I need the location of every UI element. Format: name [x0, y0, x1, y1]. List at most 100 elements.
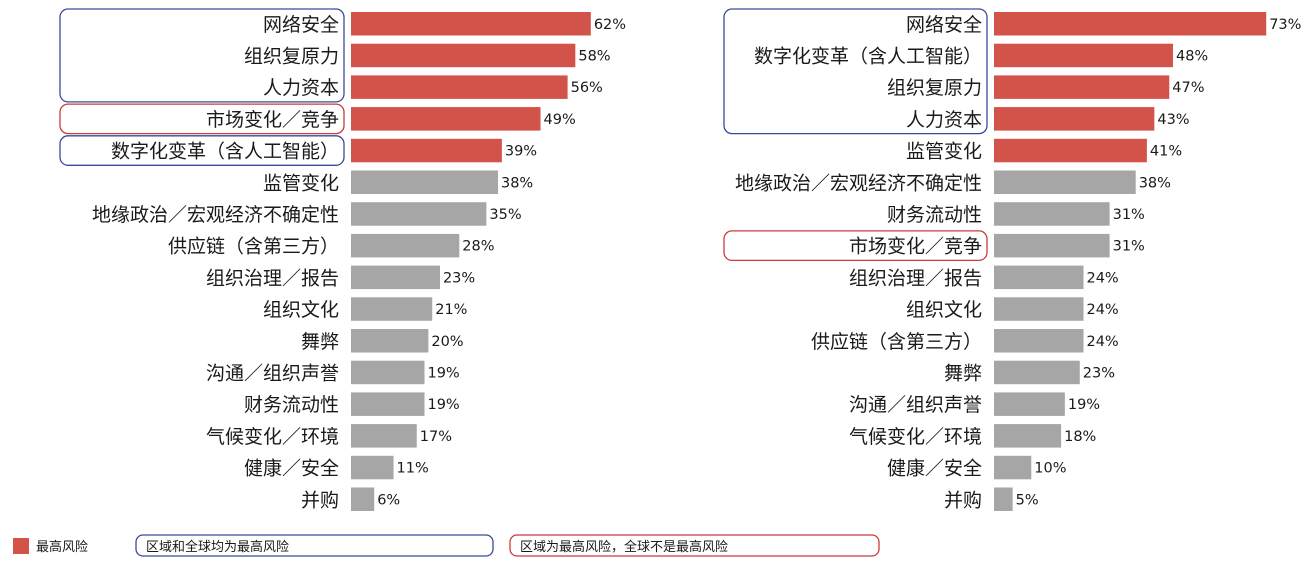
right-value-label: 47% [1172, 80, 1204, 96]
right-value-label: 24% [1086, 302, 1118, 318]
right-category-label: 市场变化／竞争 [849, 236, 982, 258]
left-category-label: 财务流动性 [244, 394, 339, 416]
right-category-label: 供应链（含第三方） [811, 331, 982, 353]
left-bar-panel: 网络安全 62% 组织复原力 58% 人力资本 56% 市场变化／竞争 49% 数字化变革（含人… [59, 8, 626, 511]
right-bar [994, 12, 1267, 36]
right-bar [994, 75, 1170, 99]
left-bar [351, 265, 440, 290]
left-value-label: 20% [431, 334, 463, 350]
right-bar [994, 265, 1084, 290]
legend-both-top-label: 区域和全球均为最高风险 [146, 539, 289, 555]
right-category-label: 组织复原力 [887, 77, 982, 99]
left-bar [351, 233, 460, 258]
right-category-label: 地缘政治／宏观经济不确定性 [735, 172, 982, 194]
right-bar [994, 455, 1032, 480]
right-category-label: 舞弊 [944, 362, 982, 384]
left-group-box-blue [59, 8, 345, 103]
right-bar-panel: 网络安全 73% 数字化变革（含人工智能） 48% 组织复原力 47% 人力资本 43% 监管变… [723, 8, 1301, 511]
left-category-label: 气候变化／环境 [206, 426, 339, 448]
right-value-label: 5% [1016, 492, 1039, 508]
left-value-label: 19% [427, 365, 459, 381]
right-category-label: 监管变化 [906, 141, 982, 163]
left-bar [351, 107, 541, 131]
legend-region-only-box [509, 534, 880, 557]
right-value-label: 31% [1113, 239, 1145, 255]
legend: 最高风险 区域和全球均为最高风险 区域为最高风险，全球不是最高风险 [13, 534, 880, 557]
left-bar [351, 138, 502, 163]
right-bar [994, 170, 1136, 194]
left-category-label: 沟通／组织声誉 [206, 362, 339, 384]
left-value-label: 17% [420, 429, 452, 445]
right-value-label: 24% [1086, 334, 1118, 350]
left-bar [351, 12, 591, 36]
right-value-label: 48% [1176, 48, 1208, 64]
left-bar [351, 392, 425, 416]
left-category-label: 组织治理／报告 [206, 267, 339, 289]
right-bar [994, 329, 1084, 353]
right-bar [994, 424, 1062, 448]
left-value-label: 49% [544, 112, 576, 128]
right-bar [994, 360, 1080, 385]
left-category-label: 地缘政治／宏观经济不确定性 [92, 204, 339, 226]
legend-region-only-label: 区域为最高风险，全球不是最高风险 [520, 539, 728, 555]
right-bar [994, 487, 1013, 511]
left-category-label: 供应链（含第三方） [168, 236, 339, 258]
right-value-label: 23% [1083, 365, 1115, 381]
left-category-label: 网络安全 [263, 14, 339, 36]
left-category-label: 组织复原力 [244, 45, 339, 67]
left-value-label: 19% [427, 397, 459, 413]
left-category-label: 舞弊 [301, 331, 339, 353]
right-value-label: 38% [1139, 175, 1171, 191]
right-value-label: 24% [1086, 270, 1118, 286]
left-bar [351, 43, 576, 68]
left-bar [351, 360, 425, 385]
right-category-label: 气候变化／环境 [849, 426, 982, 448]
left-value-label: 28% [462, 239, 494, 255]
right-bar [994, 43, 1173, 68]
left-bar [351, 455, 394, 480]
legend-top-risk-label: 最高风险 [36, 539, 88, 555]
right-category-label: 健康／安全 [887, 458, 982, 480]
right-bar [994, 297, 1084, 321]
left-group-box-red [59, 103, 345, 135]
right-value-label: 43% [1157, 112, 1189, 128]
right-bar [994, 233, 1110, 258]
left-bar [351, 170, 498, 194]
left-category-label: 组织文化 [263, 299, 339, 321]
right-category-label: 沟通／组织声誉 [849, 394, 982, 416]
right-category-label: 组织治理／报告 [849, 267, 982, 289]
right-value-label: 41% [1150, 144, 1182, 160]
left-value-label: 35% [489, 207, 521, 223]
left-category-label: 健康／安全 [244, 458, 339, 480]
right-category-label: 财务流动性 [887, 204, 982, 226]
left-bar [351, 424, 417, 448]
left-category-label: 监管变化 [263, 172, 339, 194]
left-value-label: 39% [505, 144, 537, 160]
right-value-label: 10% [1034, 461, 1066, 477]
right-group-box-red [723, 230, 988, 262]
left-value-label: 56% [571, 80, 603, 96]
left-bar [351, 487, 375, 511]
left-bar [351, 75, 568, 99]
left-category-label: 市场变化／竞争 [206, 109, 339, 131]
right-bar [994, 392, 1065, 416]
legend-top-risk-swatch [13, 538, 29, 554]
legend-both-top-box [135, 534, 494, 557]
right-value-label: 19% [1068, 397, 1100, 413]
left-category-label: 并购 [301, 489, 339, 511]
left-bar [351, 202, 487, 226]
left-group-box-blue [59, 135, 345, 166]
right-category-label: 网络安全 [906, 14, 982, 36]
left-category-label: 数字化变革（含人工智能） [111, 141, 339, 163]
right-group-box-blue [723, 8, 988, 135]
right-bar [994, 107, 1155, 131]
left-value-label: 21% [435, 302, 467, 318]
right-category-label: 组织文化 [906, 299, 982, 321]
right-value-label: 73% [1269, 17, 1301, 33]
left-category-label: 人力资本 [263, 77, 339, 99]
left-value-label: 38% [501, 175, 533, 191]
right-category-label: 人力资本 [906, 109, 982, 131]
right-value-label: 31% [1113, 207, 1145, 223]
left-value-label: 11% [397, 461, 429, 477]
